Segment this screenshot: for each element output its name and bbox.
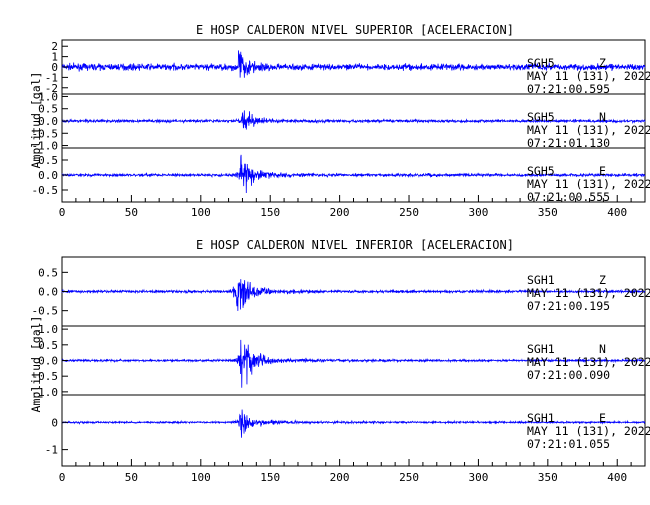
trace-time-p1-t1: 07:21:00.090 xyxy=(527,368,610,382)
x-tick-label-p0-2: 100 xyxy=(191,206,211,219)
x-tick-label-p1-8: 400 xyxy=(607,471,627,484)
x-tick-label-p1-3: 150 xyxy=(260,471,280,484)
y-tick-label-p0-t1-3: -0.5 xyxy=(32,127,59,140)
trace-component-p1-t1: N xyxy=(599,342,606,356)
trace-component-p0-t0: Z xyxy=(599,56,606,70)
x-tick-label-p0-5: 250 xyxy=(399,206,419,219)
x-tick-label-p0-3: 150 xyxy=(260,206,280,219)
trace-station-p1-t1: SGH1 xyxy=(527,342,555,356)
trace-date-p0-t0: MAY 11 (131), 2022 xyxy=(527,69,650,83)
y-tick-label-p0-t2-2: -0.5 xyxy=(32,184,59,197)
y-tick-label-p0-t1-1: 0.5 xyxy=(38,103,58,116)
y-tick-label-p1-t1-0: 1.0 xyxy=(38,323,58,336)
trace-time-p1-t0: 07:21:00.195 xyxy=(527,299,610,313)
x-tick-label-p1-4: 200 xyxy=(330,471,350,484)
y-tick-label-p1-t1-1: 0.5 xyxy=(38,339,58,352)
x-tick-label-p1-6: 300 xyxy=(468,471,488,484)
x-tick-label-p1-2: 100 xyxy=(191,471,211,484)
trace-date-p1-t2: MAY 11 (131), 2022 xyxy=(527,424,650,438)
y-tick-label-p0-t1-2: 0.0 xyxy=(38,115,58,128)
trace-station-p0-t0: SGH5 xyxy=(527,56,555,70)
y-tick-label-p0-t1-4: -1.0 xyxy=(32,140,59,153)
trace-station-p0-t2: SGH5 xyxy=(527,164,555,178)
y-tick-label-p1-t2-1: -1 xyxy=(45,444,58,457)
y-tick-label-p1-t2-0: 0 xyxy=(51,416,58,429)
x-tick-label-p0-1: 50 xyxy=(125,206,138,219)
trace-component-p1-t2: E xyxy=(599,411,606,425)
trace-time-p0-t2: 07:21:00.555 xyxy=(527,190,610,204)
trace-station-p1-t2: SGH1 xyxy=(527,411,555,425)
trace-station-p0-t1: SGH5 xyxy=(527,110,555,124)
trace-component-p0-t1: N xyxy=(599,110,606,124)
y-tick-label-p0-t1-0: 1.0 xyxy=(38,90,58,103)
y-tick-label-p1-t1-4: -1.0 xyxy=(32,386,59,399)
trace-date-p0-t1: MAY 11 (131), 2022 xyxy=(527,123,650,137)
x-tick-label-p0-4: 200 xyxy=(330,206,350,219)
trace-station-p1-t0: SGH1 xyxy=(527,273,555,287)
y-tick-label-p1-t1-2: 0.0 xyxy=(38,355,58,368)
trace-time-p1-t2: 07:21:01.055 xyxy=(527,437,610,451)
x-tick-label-p1-1: 50 xyxy=(125,471,138,484)
x-tick-label-p0-0: 0 xyxy=(59,206,66,219)
x-tick-label-p1-7: 350 xyxy=(538,471,558,484)
x-tick-label-p0-7: 350 xyxy=(538,206,558,219)
y-tick-label-p1-t0-1: 0.0 xyxy=(38,286,58,299)
trace-date-p1-t1: MAY 11 (131), 2022 xyxy=(527,355,650,369)
panel-title-superior: E HOSP CALDERON NIVEL SUPERIOR [ACELERAC… xyxy=(196,23,514,37)
trace-component-p1-t0: Z xyxy=(599,273,606,287)
y-tick-label-p0-t2-0: 0.5 xyxy=(38,154,58,167)
y-tick-label-p1-t0-2: -0.5 xyxy=(32,305,59,318)
trace-date-p1-t0: MAY 11 (131), 2022 xyxy=(527,286,650,300)
y-tick-label-p1-t0-0: 0.5 xyxy=(38,266,58,279)
panel-title-inferior: E HOSP CALDERON NIVEL INFERIOR [ACELERAC… xyxy=(196,238,514,252)
x-tick-label-p1-5: 250 xyxy=(399,471,419,484)
x-tick-label-p0-8: 400 xyxy=(607,206,627,219)
y-tick-label-p0-t2-1: 0.0 xyxy=(38,169,58,182)
y-tick-label-p1-t1-3: -0.5 xyxy=(32,370,59,383)
x-tick-label-p0-6: 300 xyxy=(468,206,488,219)
trace-date-p0-t2: MAY 11 (131), 2022 xyxy=(527,177,650,191)
x-tick-label-p1-0: 0 xyxy=(59,471,66,484)
trace-component-p0-t2: E xyxy=(599,164,606,178)
